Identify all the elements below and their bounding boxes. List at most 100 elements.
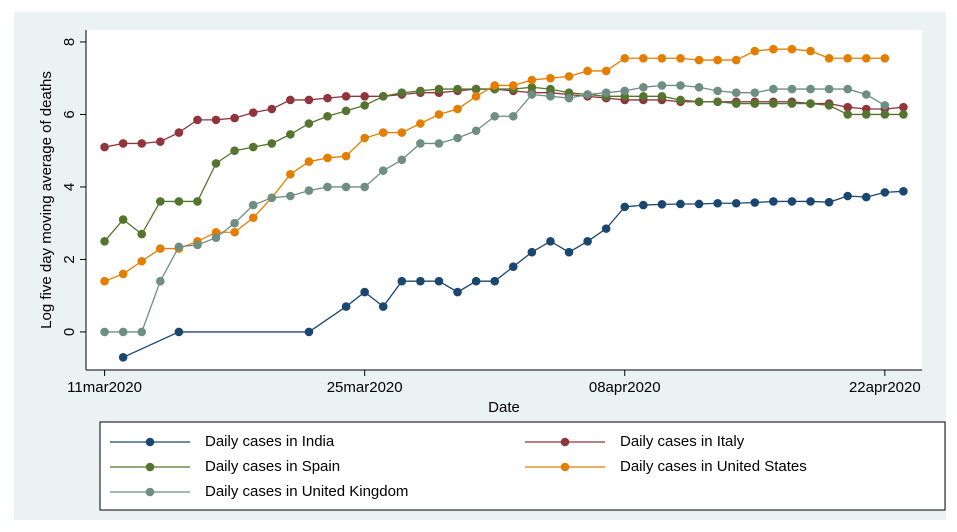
point [323, 182, 332, 192]
point [137, 256, 147, 266]
point [861, 90, 871, 99]
point [694, 97, 704, 107]
point [787, 197, 797, 206]
point [527, 247, 537, 257]
point [731, 55, 741, 65]
point [100, 237, 109, 246]
point [267, 139, 277, 148]
point [861, 192, 871, 202]
point [304, 186, 314, 195]
point [118, 327, 128, 337]
point [323, 93, 332, 103]
point [100, 276, 109, 286]
point [453, 84, 462, 94]
point [341, 92, 351, 101]
point [397, 276, 407, 286]
point [639, 92, 648, 101]
x-tick-label: 08apr2020 [589, 379, 661, 396]
point [193, 115, 202, 125]
point [639, 53, 648, 63]
point [137, 139, 147, 148]
point [713, 86, 722, 96]
point [360, 101, 369, 110]
point [694, 55, 704, 65]
point [156, 137, 165, 146]
point [601, 66, 611, 76]
point [471, 92, 481, 101]
point [397, 88, 407, 98]
point [378, 92, 388, 101]
point [639, 200, 648, 210]
point [546, 92, 555, 101]
point [211, 159, 221, 168]
point [174, 242, 184, 252]
point [899, 102, 908, 112]
point [750, 88, 760, 98]
point [824, 101, 834, 110]
point [601, 88, 611, 98]
legend-marker [145, 437, 155, 447]
point [230, 113, 239, 123]
point [397, 155, 407, 165]
point [156, 197, 165, 206]
point [156, 276, 165, 286]
point [843, 110, 852, 119]
point [416, 86, 425, 96]
point [286, 130, 295, 139]
point [341, 302, 351, 311]
y-tick-label: 4 [61, 183, 78, 191]
plot-region [86, 30, 922, 370]
point [546, 84, 555, 94]
point [416, 139, 425, 148]
point [248, 108, 258, 117]
point [620, 202, 630, 212]
point [341, 151, 351, 161]
point [508, 111, 518, 121]
point [434, 139, 444, 148]
point [657, 53, 667, 63]
point [156, 244, 165, 253]
x-tick-label: 25mar2020 [327, 379, 403, 396]
point [248, 142, 258, 152]
point [899, 110, 908, 119]
point [490, 81, 500, 90]
point [378, 302, 388, 311]
point [676, 95, 685, 105]
point [174, 327, 184, 337]
legend-marker [560, 437, 570, 447]
point [118, 215, 128, 224]
series-line [122, 190, 904, 358]
point [490, 111, 500, 121]
point [211, 115, 221, 125]
point [248, 213, 258, 223]
point [787, 99, 797, 108]
legend-label: Daily cases in United States [620, 458, 807, 475]
point [824, 53, 834, 63]
point [471, 84, 481, 94]
point [137, 327, 147, 337]
point [341, 106, 351, 116]
point [880, 188, 890, 197]
point [323, 153, 332, 163]
point [230, 227, 239, 237]
point [750, 198, 760, 207]
point [713, 55, 722, 65]
point [750, 99, 760, 108]
point [583, 90, 592, 99]
point [397, 128, 407, 137]
point [731, 88, 741, 98]
point [100, 327, 109, 337]
point [806, 197, 815, 206]
legend-label: Daily cases in United Kingdom [205, 483, 408, 500]
point [416, 276, 425, 286]
point [453, 133, 462, 143]
point [769, 44, 778, 54]
point [731, 99, 741, 108]
point [360, 92, 369, 101]
point [824, 197, 834, 207]
point [806, 84, 815, 94]
point [769, 99, 778, 108]
point [601, 224, 611, 233]
point [211, 233, 221, 242]
point [639, 82, 648, 92]
